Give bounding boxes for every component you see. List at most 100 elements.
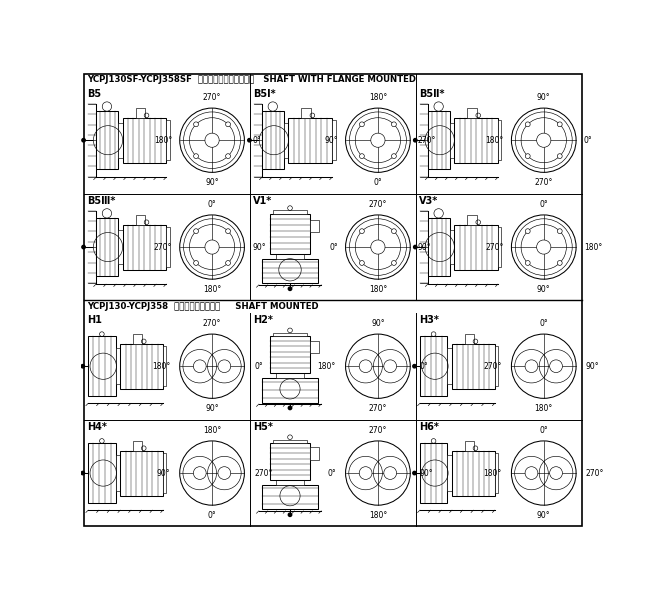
Bar bbox=[163, 453, 166, 493]
Circle shape bbox=[179, 441, 244, 505]
Text: 180°: 180° bbox=[154, 136, 172, 145]
Circle shape bbox=[193, 466, 206, 480]
Bar bbox=[428, 218, 450, 276]
Circle shape bbox=[179, 215, 244, 279]
Circle shape bbox=[226, 228, 231, 234]
Text: 270°: 270° bbox=[486, 243, 504, 252]
Circle shape bbox=[218, 360, 231, 372]
Bar bbox=[452, 344, 495, 389]
Circle shape bbox=[194, 154, 198, 158]
Text: V1*: V1* bbox=[254, 196, 272, 206]
Circle shape bbox=[346, 215, 410, 279]
Circle shape bbox=[226, 122, 231, 127]
Bar bbox=[420, 443, 447, 503]
Text: 270°: 270° bbox=[153, 243, 172, 252]
Circle shape bbox=[391, 154, 396, 158]
Bar bbox=[310, 340, 318, 353]
Bar bbox=[465, 334, 474, 344]
Bar bbox=[289, 118, 332, 163]
Text: 90°: 90° bbox=[324, 136, 338, 145]
Text: 270°: 270° bbox=[203, 320, 221, 328]
Circle shape bbox=[537, 133, 551, 148]
Bar bbox=[450, 230, 454, 265]
Text: 90°: 90° bbox=[371, 320, 385, 328]
Text: B5Ⅰ*: B5Ⅰ* bbox=[254, 89, 276, 99]
Circle shape bbox=[413, 139, 417, 142]
Bar bbox=[116, 455, 120, 491]
Circle shape bbox=[370, 240, 385, 254]
Bar bbox=[133, 334, 142, 344]
Circle shape bbox=[346, 441, 410, 505]
Text: 90°: 90° bbox=[537, 285, 551, 294]
Circle shape bbox=[218, 466, 231, 480]
Text: 0°: 0° bbox=[254, 362, 263, 371]
Circle shape bbox=[413, 365, 416, 368]
Circle shape bbox=[525, 228, 530, 234]
Circle shape bbox=[194, 228, 198, 234]
Circle shape bbox=[413, 245, 417, 249]
Circle shape bbox=[102, 209, 112, 218]
Circle shape bbox=[434, 209, 443, 218]
Text: H1: H1 bbox=[88, 315, 102, 325]
Bar bbox=[122, 224, 166, 270]
Circle shape bbox=[391, 122, 396, 127]
Text: 90°: 90° bbox=[537, 511, 551, 520]
Bar bbox=[447, 455, 452, 491]
Text: B5Ⅱ*: B5Ⅱ* bbox=[419, 89, 445, 99]
Circle shape bbox=[512, 215, 576, 279]
Circle shape bbox=[346, 334, 410, 398]
Bar bbox=[276, 374, 304, 378]
Circle shape bbox=[550, 360, 562, 372]
Text: 180°: 180° bbox=[535, 404, 553, 413]
Circle shape bbox=[391, 261, 396, 265]
Circle shape bbox=[226, 154, 231, 158]
Bar bbox=[166, 120, 170, 161]
Circle shape bbox=[346, 108, 410, 173]
Bar bbox=[332, 120, 335, 161]
Text: 180°: 180° bbox=[203, 426, 221, 435]
Circle shape bbox=[525, 154, 530, 158]
Text: 180°: 180° bbox=[584, 243, 602, 252]
Bar bbox=[118, 230, 122, 265]
Bar bbox=[310, 220, 319, 232]
Bar bbox=[163, 346, 166, 387]
Text: V3*: V3* bbox=[419, 196, 438, 206]
Text: 270°: 270° bbox=[534, 178, 553, 187]
Circle shape bbox=[289, 287, 292, 290]
Bar bbox=[96, 111, 118, 170]
Circle shape bbox=[537, 240, 551, 254]
Text: 0°: 0° bbox=[327, 468, 336, 478]
Text: 0°: 0° bbox=[420, 362, 428, 371]
Text: 0°: 0° bbox=[208, 511, 216, 520]
Bar bbox=[276, 254, 304, 259]
Circle shape bbox=[359, 122, 364, 127]
Circle shape bbox=[82, 245, 85, 249]
Circle shape bbox=[81, 365, 84, 368]
Text: 0°: 0° bbox=[252, 136, 261, 145]
Circle shape bbox=[226, 261, 231, 265]
Bar bbox=[262, 259, 318, 283]
Circle shape bbox=[384, 466, 396, 480]
Text: 90°: 90° bbox=[537, 93, 551, 102]
Text: 90°: 90° bbox=[418, 243, 432, 252]
Text: 270°: 270° bbox=[369, 404, 387, 413]
Circle shape bbox=[179, 108, 244, 173]
Text: H2*: H2* bbox=[254, 315, 273, 325]
Text: 270°: 270° bbox=[254, 468, 272, 478]
Circle shape bbox=[205, 240, 219, 254]
Circle shape bbox=[512, 108, 576, 173]
Bar bbox=[120, 450, 163, 496]
Text: 0°: 0° bbox=[374, 178, 382, 187]
Bar bbox=[116, 348, 120, 384]
Text: 180°: 180° bbox=[369, 511, 387, 520]
Bar bbox=[273, 440, 307, 443]
Circle shape bbox=[557, 228, 562, 234]
Text: 270°: 270° bbox=[586, 468, 604, 478]
Circle shape bbox=[384, 360, 396, 372]
Text: 90°: 90° bbox=[420, 468, 434, 478]
Circle shape bbox=[512, 334, 576, 398]
Text: 90°: 90° bbox=[205, 178, 219, 187]
Bar bbox=[495, 346, 498, 387]
Circle shape bbox=[525, 122, 530, 127]
Bar bbox=[498, 227, 501, 267]
